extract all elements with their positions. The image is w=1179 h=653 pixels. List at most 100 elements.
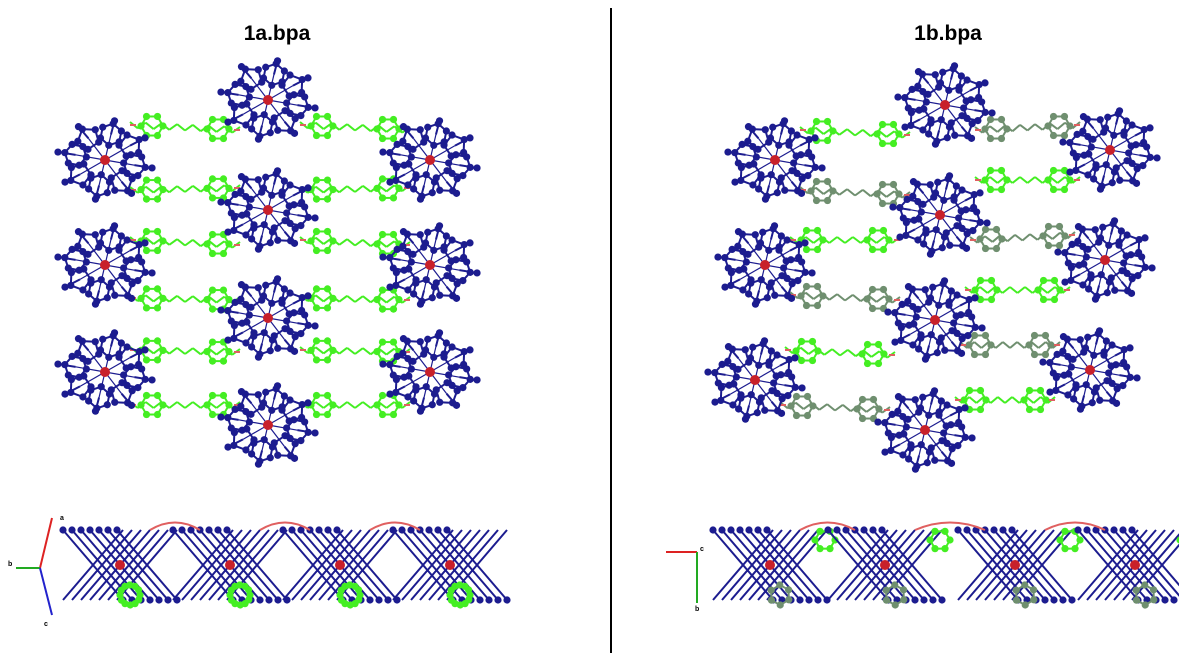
atom [824,526,831,533]
atom [765,247,772,254]
atom [756,398,763,405]
atom [1061,232,1068,239]
atom [807,127,814,134]
atom [914,236,921,243]
atom [255,354,262,361]
atom [1044,176,1051,183]
atom [948,327,955,334]
atom [922,286,929,293]
atom [466,346,473,353]
atom [224,337,231,344]
atom [819,292,826,299]
atom [1109,179,1116,186]
atom [735,228,742,235]
atom [83,153,90,160]
atom [97,346,104,353]
atom [761,337,768,344]
atom [404,181,411,188]
atom [987,186,994,193]
atom [918,208,925,215]
atom [75,374,82,381]
atom [379,338,386,345]
atom [448,597,455,604]
atom [313,392,320,399]
atom [1050,132,1057,139]
atom [154,411,161,418]
atom [115,560,125,570]
atom [798,190,805,197]
atom [389,526,396,533]
atom [1140,139,1147,146]
atom [1125,149,1132,156]
atom [268,192,275,199]
atom [209,286,216,293]
atom [881,449,888,456]
atom [1110,132,1117,139]
atom [225,348,232,355]
atom [324,304,331,311]
atom [128,295,135,302]
atom [106,390,113,397]
atom [269,443,276,450]
atom [1013,597,1020,604]
atom [238,388,245,395]
atom [793,412,800,419]
atom [1051,277,1058,284]
atom [443,526,450,533]
atom [796,596,803,603]
atom [313,113,320,120]
atom [1126,344,1133,351]
atom [922,226,929,233]
atom [220,250,227,257]
atom [118,379,125,386]
atom [75,267,82,274]
atom [436,187,443,194]
atom [448,236,455,243]
atom [59,526,66,533]
atom [981,79,988,86]
atom [95,526,102,533]
atom [734,243,741,250]
atom [927,251,934,258]
atom [247,86,254,93]
atom [914,306,921,313]
atom [143,113,150,120]
atom [250,329,257,336]
atom [1089,399,1096,406]
atom [329,186,336,193]
atom [98,276,105,283]
atom [932,71,939,78]
atom [958,350,965,357]
atom [760,260,770,270]
atom [141,134,148,141]
atom [445,159,452,166]
atom [779,395,786,402]
atom [883,587,890,594]
atom [894,408,901,415]
atom [373,125,380,132]
atom [781,187,788,194]
atom [813,197,820,204]
atom [123,236,130,243]
atom [1066,169,1073,176]
atom [238,173,245,180]
atom [386,179,393,186]
atom [379,360,386,367]
atom [209,231,216,238]
atom [929,596,936,603]
atom [1061,279,1068,286]
atom [910,178,917,185]
atom [759,229,766,236]
atom [785,369,792,376]
atom [983,219,990,226]
atom [395,185,402,192]
atom [900,596,907,603]
atom [1056,242,1063,249]
atom [934,179,941,186]
atom [1071,545,1078,552]
atom [879,140,886,147]
atom [754,409,761,416]
atom [129,387,136,394]
atom [765,362,772,369]
atom [963,76,970,83]
